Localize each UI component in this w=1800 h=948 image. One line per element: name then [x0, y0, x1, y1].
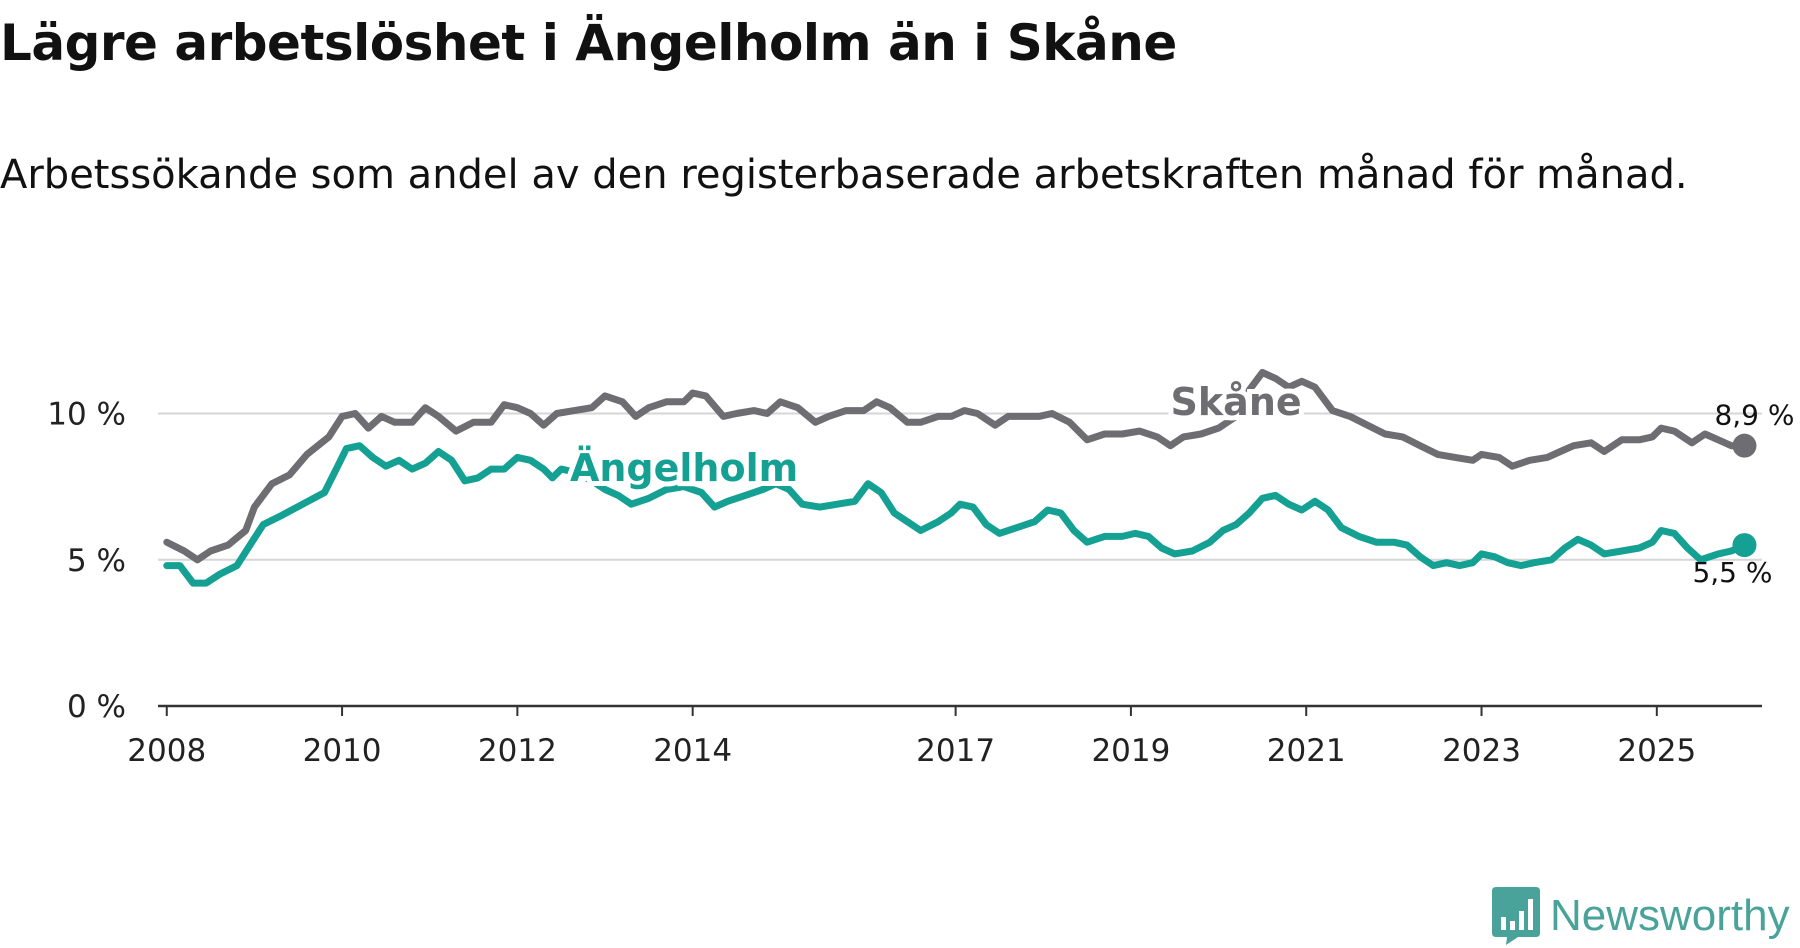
chart-subtitle: Arbetssökande som andel av den registerb… [0, 152, 1688, 198]
y-tick-label: 0 % [67, 689, 126, 725]
series-line-angelholm [163, 442, 1748, 587]
grid-layer [158, 412, 1762, 561]
x-tick-label: 2017 [916, 733, 995, 769]
y-tick-label: 10 % [47, 397, 126, 433]
y-tick-label: 5 % [67, 543, 126, 579]
end-point-marker [1732, 433, 1757, 458]
x-tick-label: 2025 [1617, 733, 1696, 769]
x-tick-label: 2012 [478, 733, 557, 769]
x-tick-label: 2008 [127, 733, 206, 769]
series-label-angelholm: Ängelholm [570, 446, 798, 490]
axis-layer: 0 % 5 % 10 % 2008 2010 2012 2014 2017 2019 2021 20… [47, 397, 1762, 769]
end-point-marker [1732, 533, 1757, 558]
brand-logo: Newsworthy [1492, 886, 1790, 946]
end-value-label: 5,5 % [1692, 556, 1772, 589]
end-value-label: 8,9 % [1714, 399, 1794, 432]
series-line-skane [163, 369, 1748, 564]
x-tick-label: 2023 [1442, 733, 1521, 769]
label-layer: 8,9 % 5,5 % Skåne Ängelholm [565, 375, 1795, 589]
series-label-skane: Skåne [1171, 380, 1302, 424]
bar-chart-icon [1492, 887, 1540, 945]
x-tick-label: 2021 [1267, 733, 1346, 769]
chart-title: Lägre arbetslöshet i Ängelholm än i Skån… [0, 14, 1177, 72]
series-layer [163, 369, 1757, 587]
brand-name: Newsworthy [1550, 891, 1790, 940]
x-tick-label: 2010 [303, 733, 382, 769]
x-tick-label: 2014 [653, 733, 732, 769]
x-tick-label: 2019 [1091, 733, 1170, 769]
